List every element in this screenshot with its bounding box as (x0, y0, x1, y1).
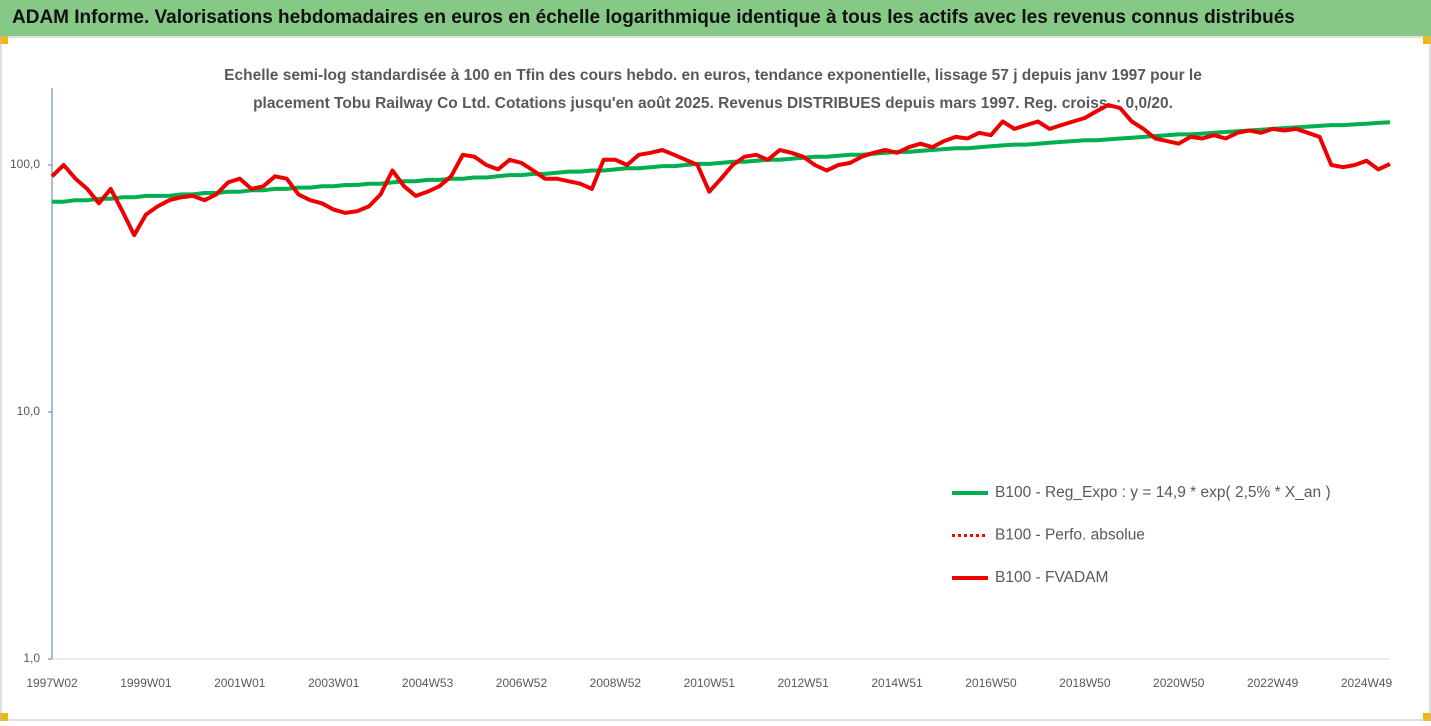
x-tick-label: 2020W50 (1153, 676, 1205, 690)
corner (0, 36, 8, 44)
x-tick-label: 2012W51 (777, 676, 829, 690)
y-tick-label: 100,0 (10, 157, 40, 171)
legend-label: B100 - Perfo. absolue (995, 527, 1145, 544)
subtitle: placement Tobu Railway Co Ltd. Cotations… (253, 95, 1173, 112)
x-tick-label: 2003W01 (308, 676, 360, 690)
x-tick-label: 2006W52 (496, 676, 548, 690)
x-tick-label: 2022W49 (1247, 676, 1299, 690)
x-tick-label: 2018W50 (1059, 676, 1111, 690)
x-tick-label: 2001W01 (214, 676, 266, 690)
x-tick-label: 1997W02 (26, 676, 78, 690)
x-tick-label: 2024W49 (1341, 676, 1393, 690)
line-series (50, 103, 1391, 238)
x-tick-label: 2008W52 (590, 676, 642, 690)
legend-label: B100 - FVADAM (995, 569, 1108, 586)
line-series (52, 120, 1391, 204)
header-bar (0, 0, 1431, 36)
x-tick-label: 2016W50 (965, 676, 1017, 690)
x-tick-label: 1999W01 (120, 676, 172, 690)
x-tick-label: 2014W51 (871, 676, 923, 690)
y-tick-label: 1,0 (23, 651, 40, 665)
corner (0, 713, 8, 721)
legend-label: B100 - Reg_Expo : y = 14,9 * exp( 2,5% *… (995, 484, 1331, 501)
chart-title: ADAM Informe. Valorisations hebdomadaire… (12, 7, 1295, 28)
x-tick-label: 2010W51 (684, 676, 736, 690)
frame (0, 36, 1431, 721)
subtitle: Echelle semi-log standardisée à 100 en T… (224, 67, 1202, 84)
y-tick-label: 10,0 (17, 404, 41, 418)
corner (1423, 36, 1431, 44)
x-tick-label: 2004W53 (402, 676, 454, 690)
corner (1423, 713, 1431, 721)
